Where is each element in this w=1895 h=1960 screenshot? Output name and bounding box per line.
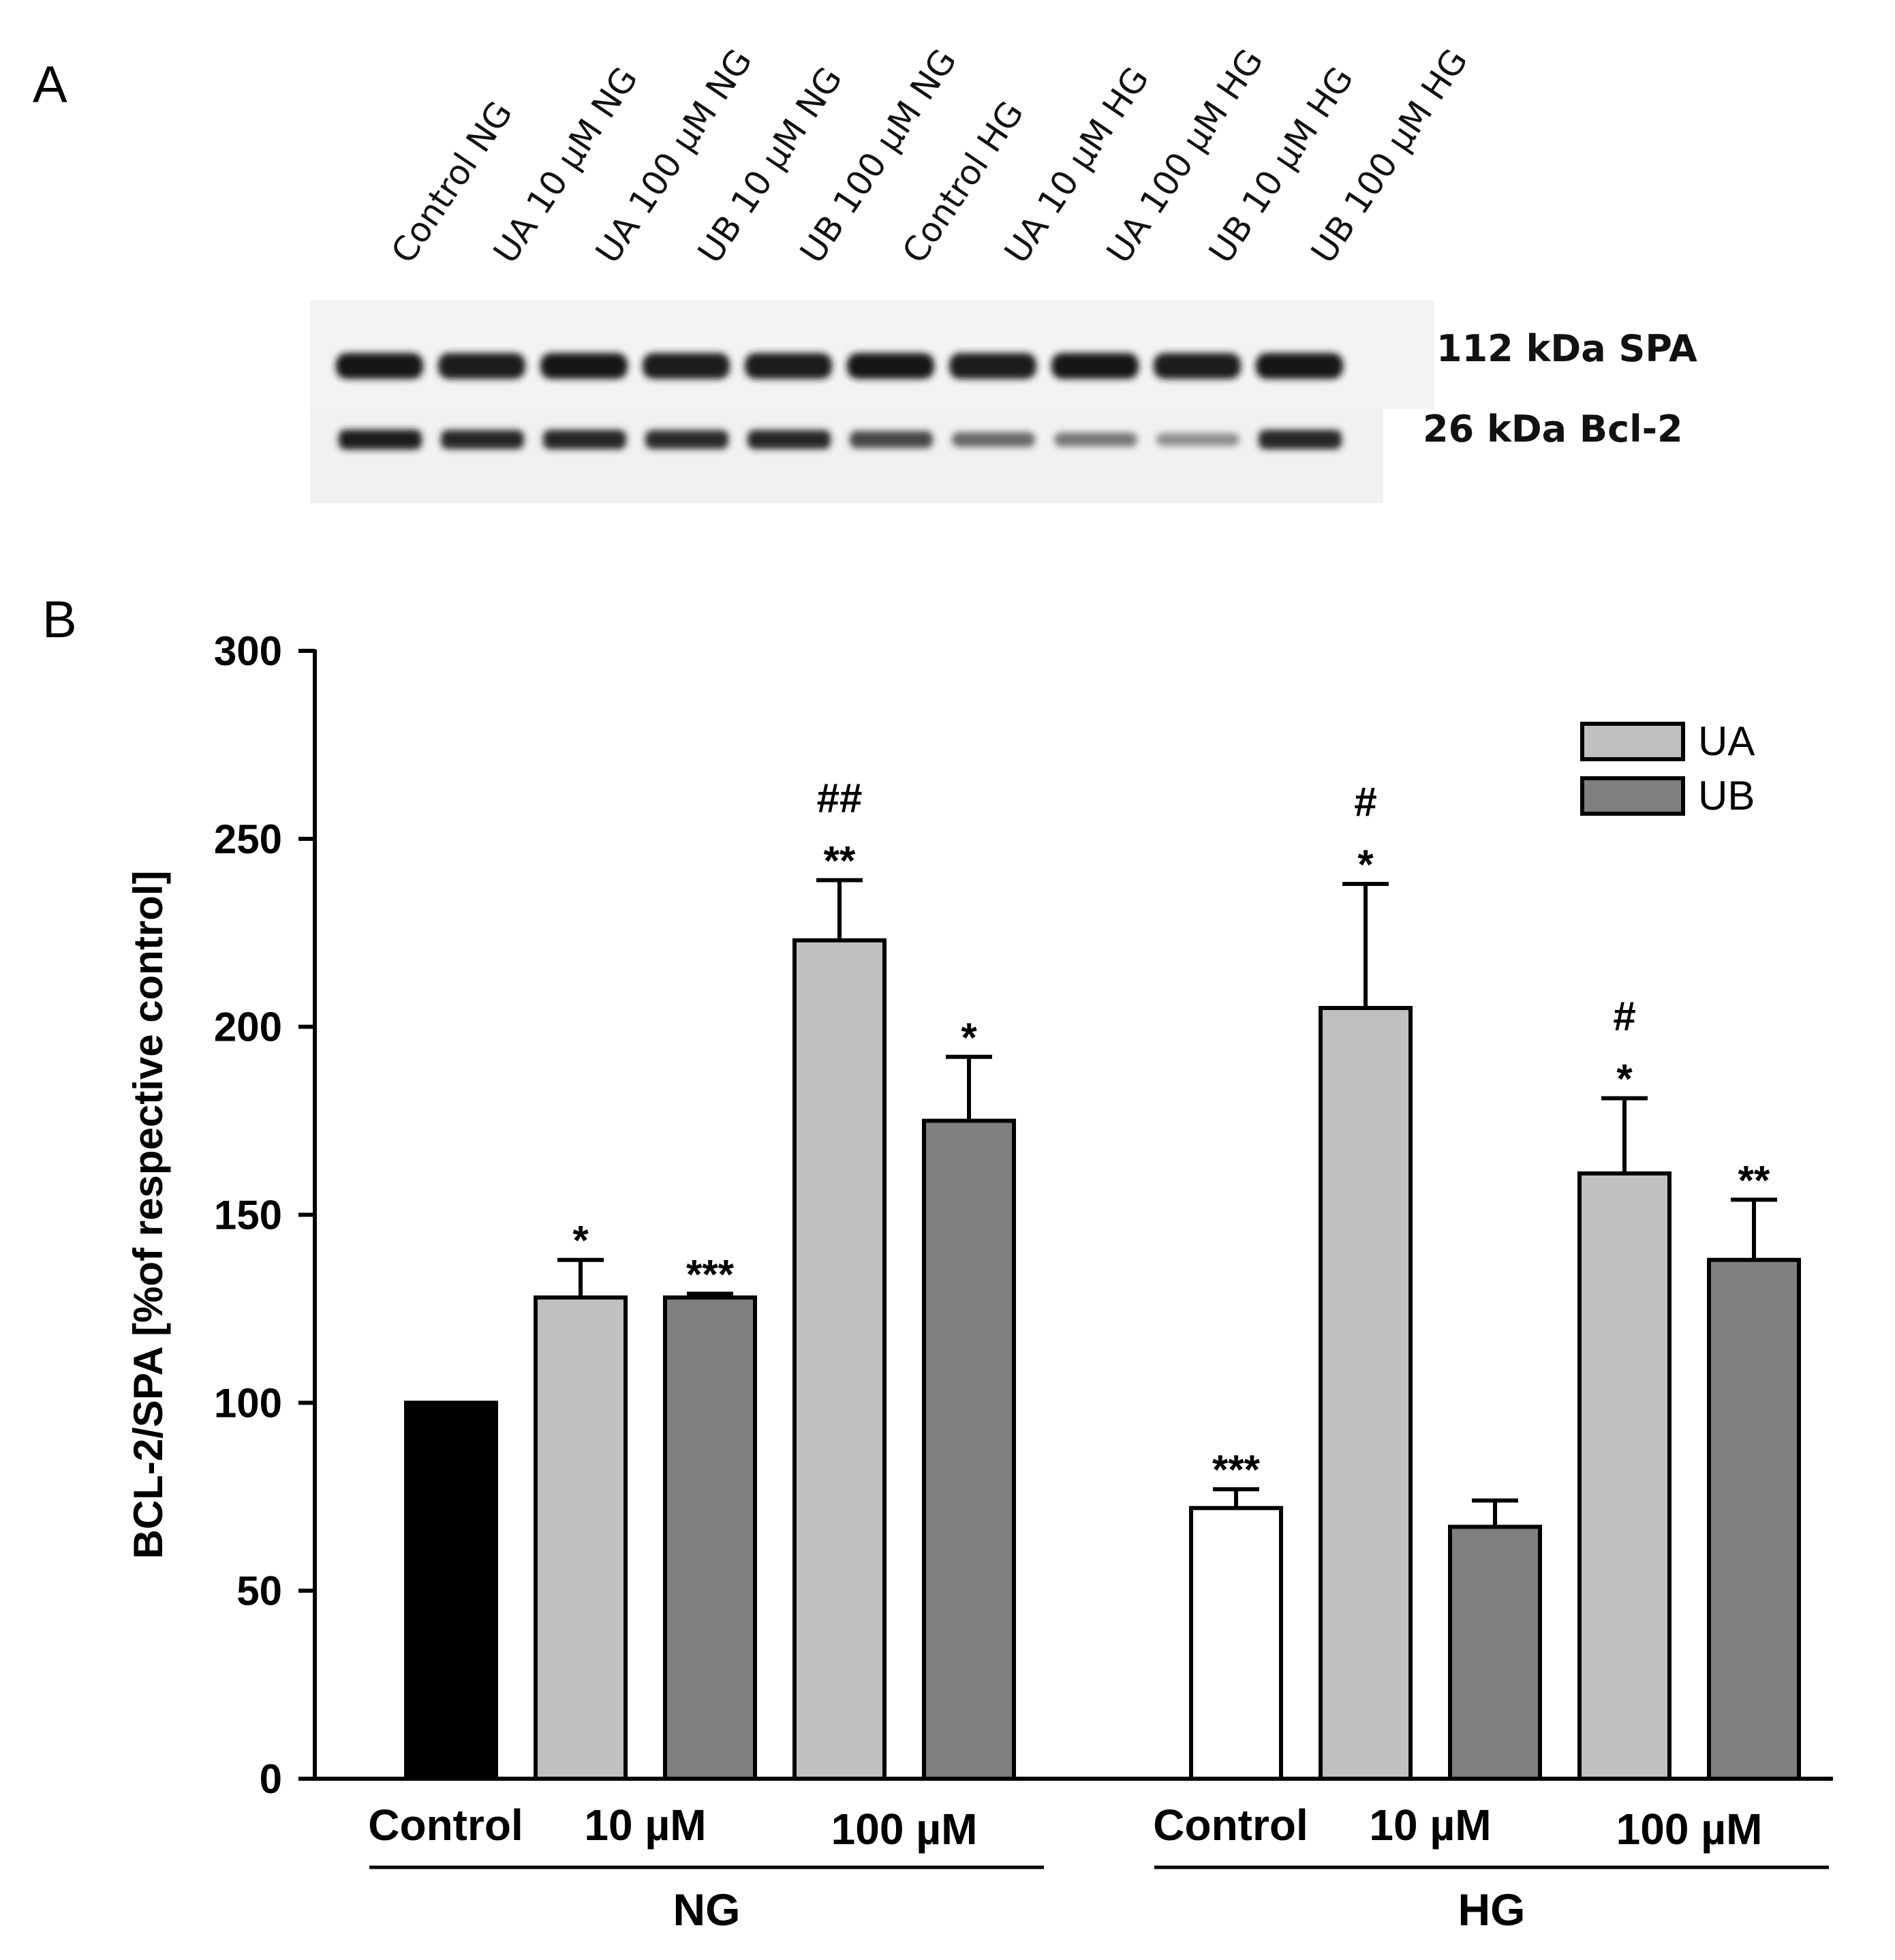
panel-a-label: A	[33, 56, 67, 114]
spa-band	[745, 353, 832, 379]
significance-mark: *	[961, 1015, 977, 1060]
bar-rect	[1577, 1171, 1671, 1781]
spa-band	[949, 353, 1036, 379]
spa-band	[1154, 353, 1241, 379]
legend-swatch	[1580, 722, 1685, 761]
significance-mark: *	[1357, 842, 1374, 887]
significance-mark: #	[1613, 993, 1635, 1039]
bars: ******##*****#*#**	[404, 776, 1801, 1781]
bcl2-band	[952, 432, 1035, 447]
y-tick-label: 100	[214, 1380, 282, 1426]
spa-band	[336, 353, 423, 379]
bcl2-band-label: 26 kDa Bcl-2	[1423, 408, 1683, 450]
legend-label: UA	[1698, 718, 1755, 764]
bcl2-band	[748, 429, 831, 450]
significance-mark: **	[824, 838, 856, 884]
legend-swatch	[1580, 776, 1685, 816]
bar-chart: BCL-2/SPA [%of respective control] 0 50 10…	[125, 628, 1833, 1935]
y-axis-label: BCL-2/SPA [%of respective control]	[125, 870, 171, 1559]
bar-hg-3: *#	[1577, 993, 1671, 1781]
bcl2-bands	[339, 429, 1342, 450]
x-category-label: Control	[1153, 1801, 1308, 1850]
x-category-label: 100 µM	[1616, 1805, 1763, 1854]
bar-hg-4: **	[1707, 1157, 1801, 1781]
bar-ng-1: *	[534, 1218, 628, 1781]
x-axis: Control 10 µM 100 µM NG Control 10 µM 100 µM HG	[313, 1777, 1833, 1935]
blot-strip-bcl2	[310, 409, 1383, 503]
bar-hg-2	[1448, 1498, 1542, 1781]
group-label: HG	[1458, 1884, 1526, 1935]
y-tick-label: 250	[214, 816, 282, 862]
significance-mark: *	[1616, 1056, 1633, 1101]
significance-mark: **	[1738, 1157, 1770, 1203]
legend: UA UB	[1580, 718, 1755, 818]
spa-band	[847, 353, 934, 379]
spa-band	[540, 353, 628, 379]
spa-band	[438, 353, 525, 379]
bar-rect	[792, 938, 887, 1781]
bar-rect	[663, 1295, 757, 1781]
significance-mark: #	[1354, 779, 1376, 825]
spa-band-label: 112 kDa SPA	[1436, 327, 1697, 370]
bar-hg-0: ***	[1189, 1447, 1283, 1781]
bar-rect	[404, 1400, 498, 1781]
bar-rect	[1448, 1525, 1542, 1781]
bcl2-band	[1156, 433, 1239, 446]
bcl2-band	[1054, 432, 1137, 447]
spa-band	[643, 353, 730, 379]
bar-rect	[922, 1118, 1016, 1781]
legend-label: UB	[1698, 773, 1755, 818]
y-tick-label: 0	[260, 1756, 282, 1802]
x-category-label: Control	[368, 1801, 523, 1850]
spa-band	[1256, 353, 1343, 379]
y-tick-label: 200	[214, 1005, 282, 1050]
spa-bands	[336, 353, 1343, 379]
significance-mark: ##	[817, 776, 863, 821]
x-category-label: 10 µM	[584, 1801, 706, 1850]
x-category-label: 10 µM	[1369, 1801, 1491, 1850]
bar-rect	[534, 1295, 628, 1781]
bar-rect	[1189, 1505, 1283, 1781]
bar-ng-0	[404, 1400, 498, 1781]
bcl2-band	[543, 429, 626, 450]
bar-ng-4: *	[922, 1015, 1016, 1781]
group-label: NG	[673, 1884, 741, 1935]
bar-hg-1: *#	[1319, 779, 1413, 1781]
x-category-label: 100 µM	[831, 1805, 978, 1854]
panel-b-label: B	[42, 591, 77, 649]
bar-rect	[1707, 1257, 1801, 1781]
bcl2-band	[339, 429, 422, 450]
significance-mark: ***	[686, 1251, 735, 1297]
significance-mark: ***	[1212, 1447, 1261, 1492]
bcl2-band	[850, 431, 933, 448]
bar-ng-2: ***	[663, 1251, 757, 1781]
y-tick-label: 150	[214, 1193, 282, 1238]
y-tick-label: 300	[214, 628, 282, 674]
spa-band	[1051, 353, 1139, 379]
y-tick-label: 50	[236, 1568, 282, 1614]
bar-ng-3: ** ##	[792, 776, 887, 1781]
bar-rect	[1319, 1006, 1413, 1781]
bcl2-band	[645, 430, 728, 449]
bcl2-band	[441, 429, 524, 450]
bcl2-band	[1259, 429, 1342, 450]
y-axis: 0 50 100 150 200 250 300	[214, 628, 317, 1802]
significance-mark: *	[572, 1218, 589, 1264]
